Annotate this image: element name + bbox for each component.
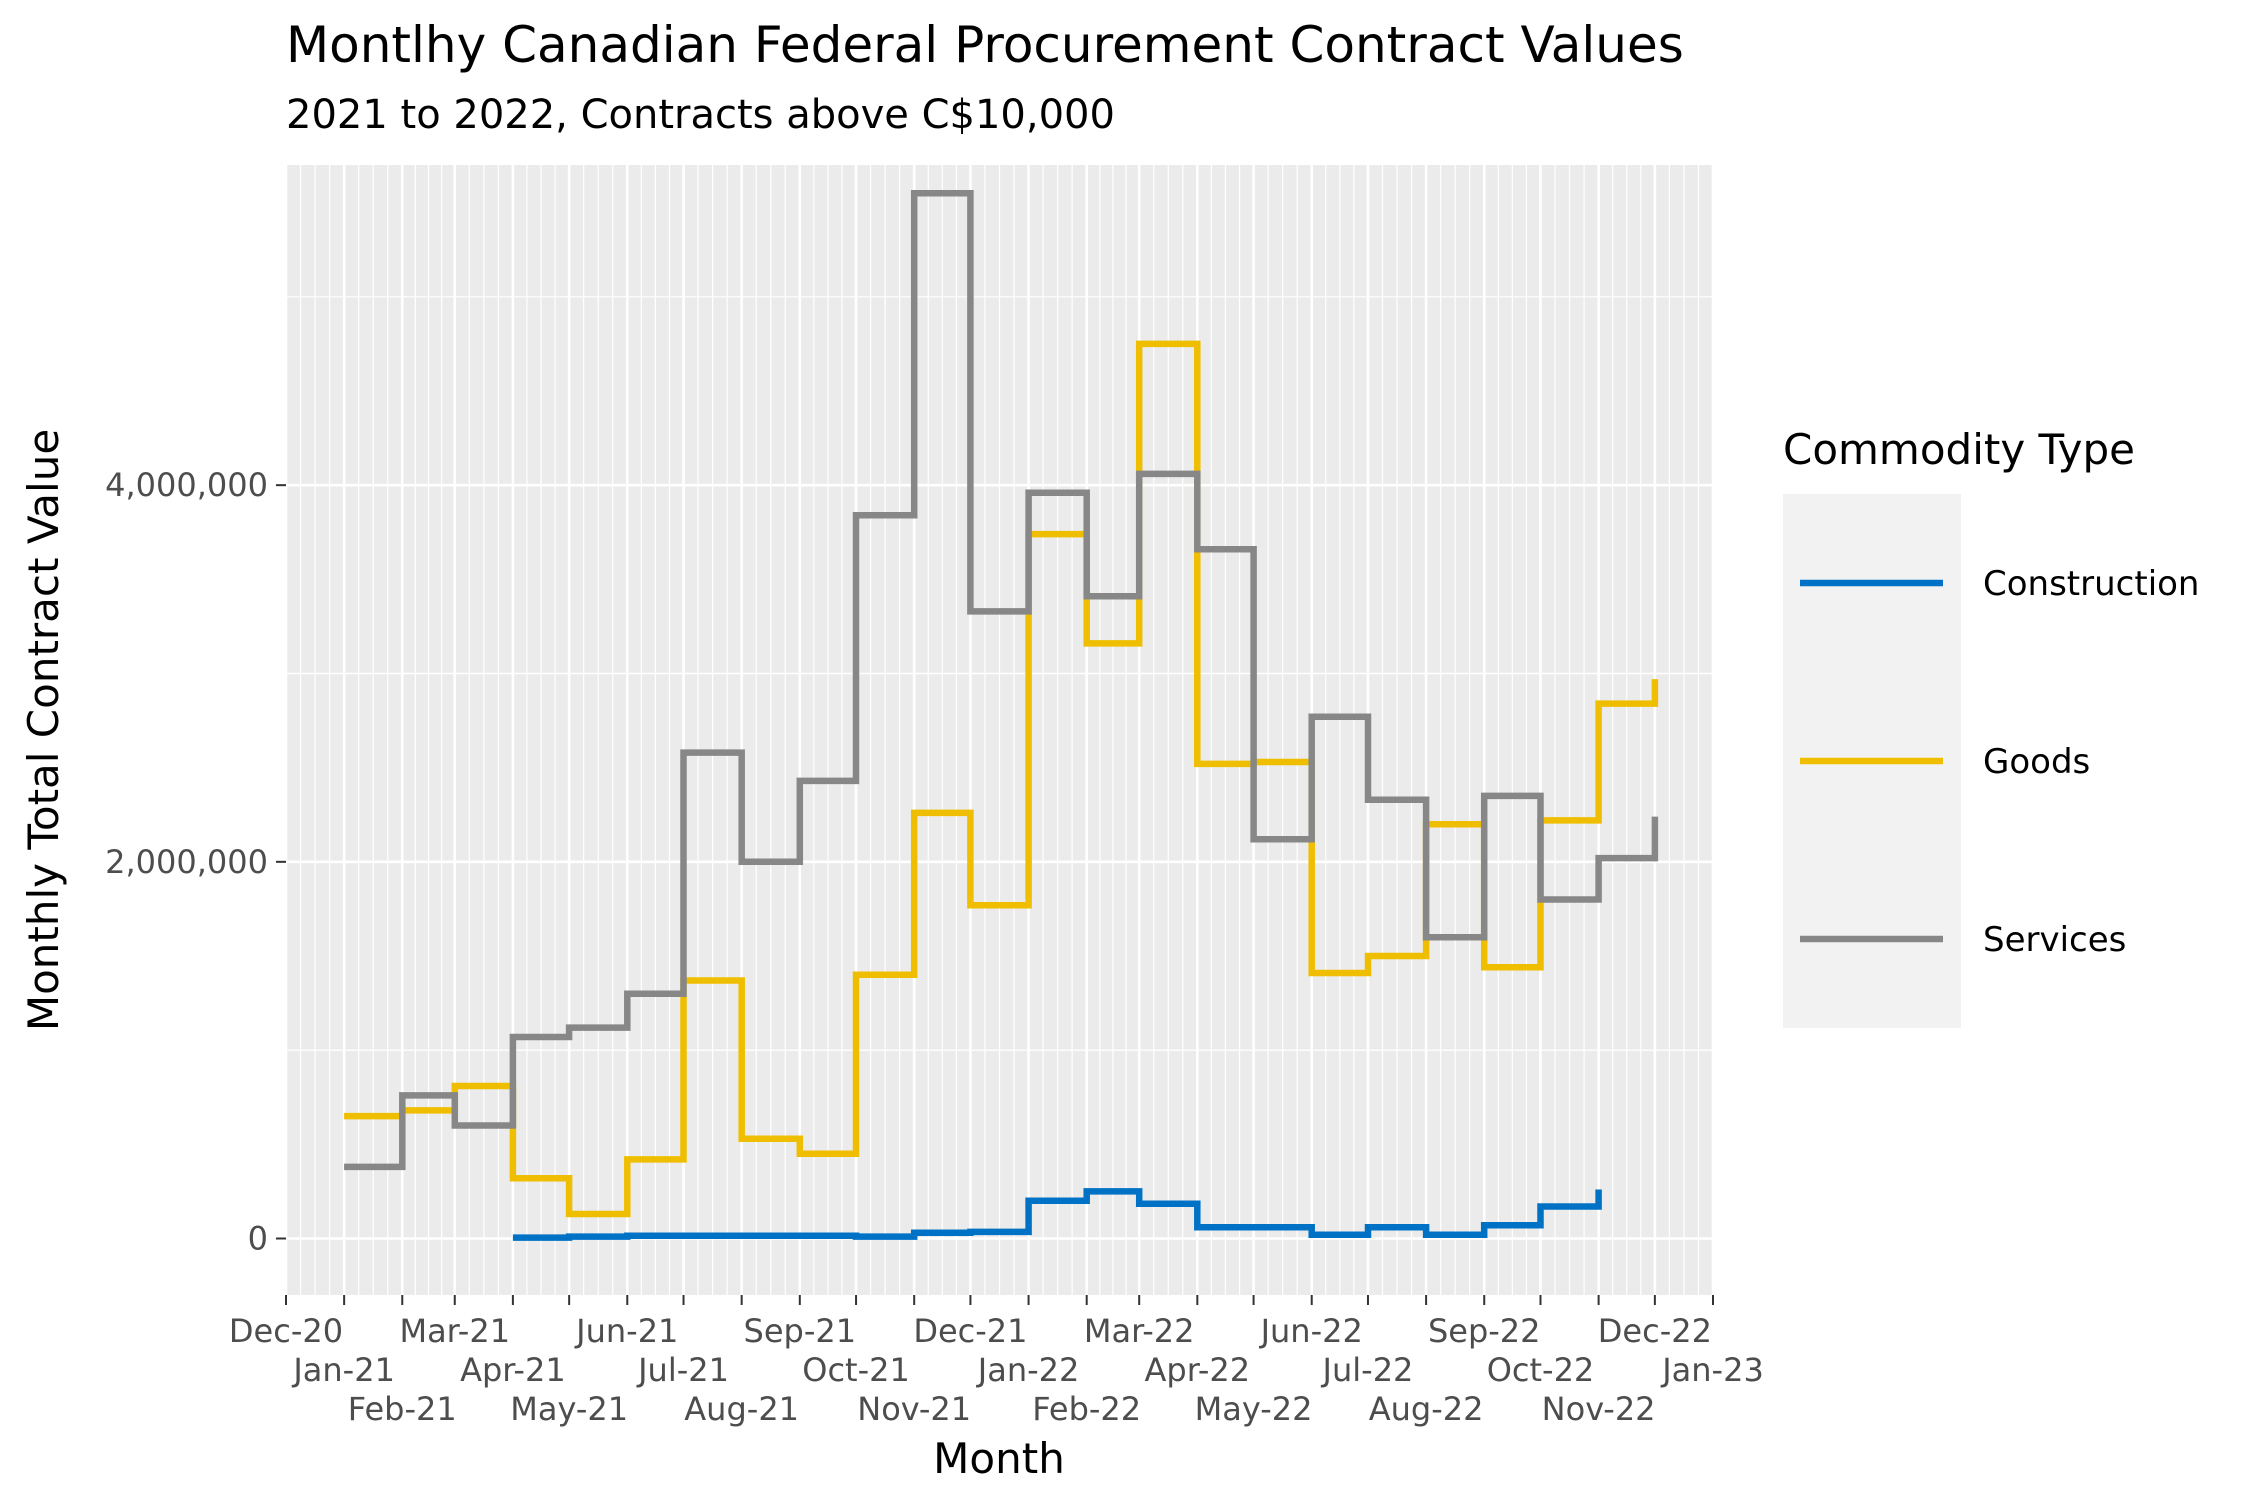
legend-label-goods: Goods xyxy=(1983,742,2090,782)
x-tick-label: Jan-22 xyxy=(976,1351,1080,1389)
x-tick-label: Oct-22 xyxy=(1487,1351,1595,1389)
chart-subtitle: 2021 to 2022, Contracts above C$10,000 xyxy=(286,92,1115,138)
legend-label-services: Services xyxy=(1983,920,2126,960)
chart-title: Montlhy Canadian Federal Procurement Con… xyxy=(286,16,1684,74)
x-tick-label: Nov-22 xyxy=(1542,1390,1656,1428)
legend-title: Commodity Type xyxy=(1783,425,2135,474)
x-tick-label: Feb-22 xyxy=(1032,1390,1141,1428)
legend-items: Construction Goods Services xyxy=(1800,564,2199,960)
y-axis-title: Monthly Total Contract Value xyxy=(19,429,68,1031)
x-tick-label: Mar-21 xyxy=(399,1312,510,1350)
x-tick-label: Aug-22 xyxy=(1369,1390,1484,1428)
x-axis-title: Month xyxy=(933,1434,1065,1483)
series-line-services xyxy=(344,190,1659,1171)
x-tick-label: Apr-21 xyxy=(460,1351,566,1389)
x-tick-label: Feb-21 xyxy=(348,1390,457,1428)
y-tick-label: 2,000,000 xyxy=(105,843,268,881)
x-tick-label: Dec-22 xyxy=(1598,1312,1712,1350)
x-tick-label: Jul-22 xyxy=(1321,1351,1414,1389)
grid-minor xyxy=(286,165,1713,1295)
x-tick-label: Jan-23 xyxy=(1660,1351,1764,1389)
series-layer xyxy=(344,190,1659,1241)
x-tick-label: Jun-22 xyxy=(1259,1312,1363,1350)
legend-label-construction: Construction xyxy=(1983,564,2199,604)
x-tick-label: Jan-21 xyxy=(291,1351,395,1389)
y-tick-label: 4,000,000 xyxy=(105,466,268,504)
x-tick-label: Oct-21 xyxy=(802,1351,910,1389)
x-tick-label: Mar-22 xyxy=(1084,1312,1195,1350)
series-line-goods xyxy=(344,340,1659,1218)
x-tick-label: Dec-21 xyxy=(913,1312,1027,1350)
x-tick-label: Jul-21 xyxy=(636,1351,729,1389)
x-tick-label: Sep-21 xyxy=(744,1312,857,1350)
y-tick-label: 0 xyxy=(248,1220,268,1258)
x-tick-label: May-22 xyxy=(1195,1390,1313,1428)
x-tick-label: Nov-21 xyxy=(857,1390,971,1428)
x-tick-label: Jun-21 xyxy=(574,1312,678,1350)
x-tick-label: Aug-21 xyxy=(684,1390,799,1428)
series-line-construction xyxy=(512,1188,1602,1241)
x-tick-label: Apr-22 xyxy=(1145,1351,1251,1389)
y-axis: 0 2,000,000 4,000,000 xyxy=(105,466,286,1258)
plot-panel xyxy=(284,165,1715,1295)
legend: Commodity Type Construction Goods Services xyxy=(1783,425,2199,1028)
x-tick-label: May-21 xyxy=(510,1390,628,1428)
x-tick-label: Sep-22 xyxy=(1428,1312,1541,1350)
x-tick-label: Dec-20 xyxy=(229,1312,343,1350)
